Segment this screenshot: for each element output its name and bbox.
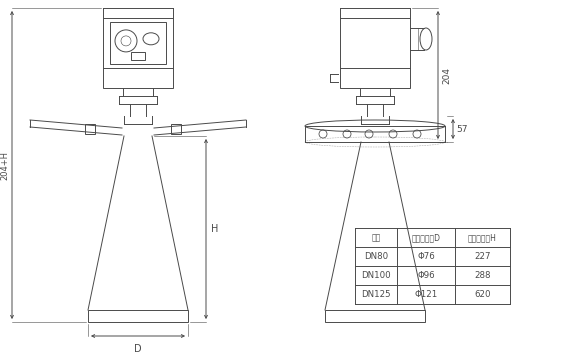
Text: DN100: DN100 [361, 271, 391, 280]
Text: 57: 57 [456, 124, 468, 134]
Text: 喇叭口直径D: 喇叭口直径D [411, 233, 440, 242]
Text: 227: 227 [474, 252, 490, 261]
Bar [88, 310, 188, 322]
Bar [131, 52, 145, 60]
Text: DN125: DN125 [361, 290, 391, 299]
Text: 喇叭口高度H: 喇叭口高度H [468, 233, 497, 242]
Bar [110, 22, 166, 64]
Text: 620: 620 [474, 290, 490, 299]
Text: Φ96: Φ96 [417, 271, 435, 280]
Bar [171, 124, 181, 134]
Bar [103, 18, 173, 88]
Text: 204: 204 [442, 67, 451, 83]
Text: H: H [211, 224, 218, 234]
Bar [325, 310, 425, 322]
Bar [85, 124, 95, 134]
Text: D: D [134, 344, 142, 354]
Text: 204+H: 204+H [1, 150, 10, 179]
Text: 法兰: 法兰 [372, 233, 381, 242]
Bar [340, 18, 410, 88]
Text: 288: 288 [474, 271, 490, 280]
Text: DN80: DN80 [364, 252, 388, 261]
Text: Φ121: Φ121 [414, 290, 438, 299]
Text: Φ76: Φ76 [417, 252, 435, 261]
